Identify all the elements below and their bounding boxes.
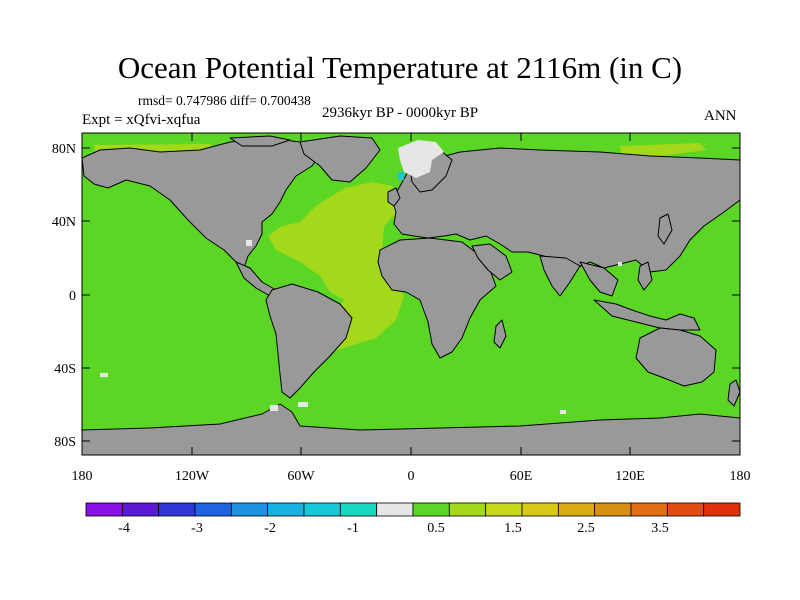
ice-patch-scotia xyxy=(298,402,308,407)
longitude-axis: 180 120W 60W 0 60E 120E 180 xyxy=(72,133,751,484)
stats-label: rmsd= 0.747986 diff= 0.700438 xyxy=(138,93,311,108)
colorbar-box-8 xyxy=(376,502,414,517)
colorbar-box-2 xyxy=(158,502,196,517)
lon-label-180e: 180 xyxy=(730,469,751,484)
lat-label-80n: 80N xyxy=(52,142,76,157)
ice-patch-gulf xyxy=(246,240,252,246)
season-label: ANN xyxy=(704,108,737,124)
colorbar-box-5 xyxy=(267,502,305,517)
land-greenland xyxy=(299,135,381,183)
ice-patch-weddell xyxy=(270,405,278,411)
colorbar-label-1-5: 1.5 xyxy=(504,521,522,536)
colorbar-box-14 xyxy=(594,502,632,517)
map-title: Ocean Potential Temperature at 2116m (in… xyxy=(117,50,683,85)
experiment-label: Expt = xQfvi-xqfua xyxy=(82,112,201,128)
colorbar-label-0-5: 0.5 xyxy=(427,521,445,536)
land-north-america xyxy=(82,137,323,269)
land-madagascar xyxy=(493,319,507,349)
colorbar-box-0 xyxy=(85,502,123,517)
atlantic-warm-region xyxy=(268,182,404,352)
colorbar-labels: -4 -3 -2 -1 0.5 1.5 2.5 3.5 xyxy=(118,521,669,536)
colorbar-box-1 xyxy=(121,502,160,517)
lat-label-80s: 80S xyxy=(54,435,76,450)
land-arctic-islands xyxy=(229,135,291,147)
land-india xyxy=(539,255,581,297)
colorbar-box-12 xyxy=(521,502,559,517)
colorbar-box-3 xyxy=(194,502,232,517)
colorbar-box-13 xyxy=(557,502,596,517)
arctic-sea-ice-region xyxy=(398,140,444,178)
land-eurasia xyxy=(391,147,740,273)
land-australia xyxy=(635,327,717,387)
colorbar-label-neg4: -4 xyxy=(118,521,130,536)
lon-label-60w: 60W xyxy=(287,469,315,484)
colorbar-label-neg1: -1 xyxy=(347,521,359,536)
cold-patch-norwegian-sea xyxy=(398,172,404,180)
map-panel xyxy=(82,133,740,455)
land-japan xyxy=(657,213,673,245)
colorbar-label-neg2: -2 xyxy=(264,521,276,536)
colorbar-box-6 xyxy=(303,502,341,517)
land-british-isles xyxy=(387,187,401,207)
colorbar-box-11 xyxy=(485,502,523,517)
land-africa xyxy=(377,237,497,359)
lon-label-120w: 120W xyxy=(175,469,210,484)
land-new-zealand xyxy=(727,379,740,407)
colorbar-label-2-5: 2.5 xyxy=(577,521,595,536)
lat-label-40s: 40S xyxy=(54,362,76,377)
lon-label-0: 0 xyxy=(408,469,415,484)
colorbar xyxy=(85,502,741,517)
colorbar-label-3-5: 3.5 xyxy=(651,521,669,536)
ice-patch-indian xyxy=(560,410,566,414)
period-label: 2936kyr BP - 0000kyr BP xyxy=(322,105,479,121)
latitude-axis: 80N 40N 0 40S 80S xyxy=(52,142,740,450)
ice-patch-south-china-sea xyxy=(618,262,622,266)
colorbar-box-4 xyxy=(230,502,269,517)
ice-patch-pacific xyxy=(100,373,108,377)
lat-label-40n: 40N xyxy=(52,215,76,230)
lon-label-180w: 180 xyxy=(72,469,93,484)
colorbar-box-9 xyxy=(412,502,450,517)
colorbar-box-10 xyxy=(448,502,487,517)
colorbar-box-17 xyxy=(703,502,741,517)
land-indonesia xyxy=(593,299,701,331)
colorbar-box-15 xyxy=(630,502,668,517)
land-antarctica xyxy=(82,403,740,455)
land-philippines xyxy=(637,261,653,291)
colorbar-label-neg3: -3 xyxy=(191,521,203,536)
lon-label-60e: 60E xyxy=(510,469,533,484)
land-south-america xyxy=(265,283,353,399)
land-masses xyxy=(82,135,740,455)
lon-label-120e: 120E xyxy=(615,469,645,484)
land-arabia xyxy=(471,243,513,281)
arctic-warm-band-east xyxy=(620,143,706,156)
land-se-asia xyxy=(579,261,619,297)
colorbar-box-7 xyxy=(339,502,378,517)
lat-label-0: 0 xyxy=(69,289,76,304)
colorbar-box-16 xyxy=(666,502,705,517)
